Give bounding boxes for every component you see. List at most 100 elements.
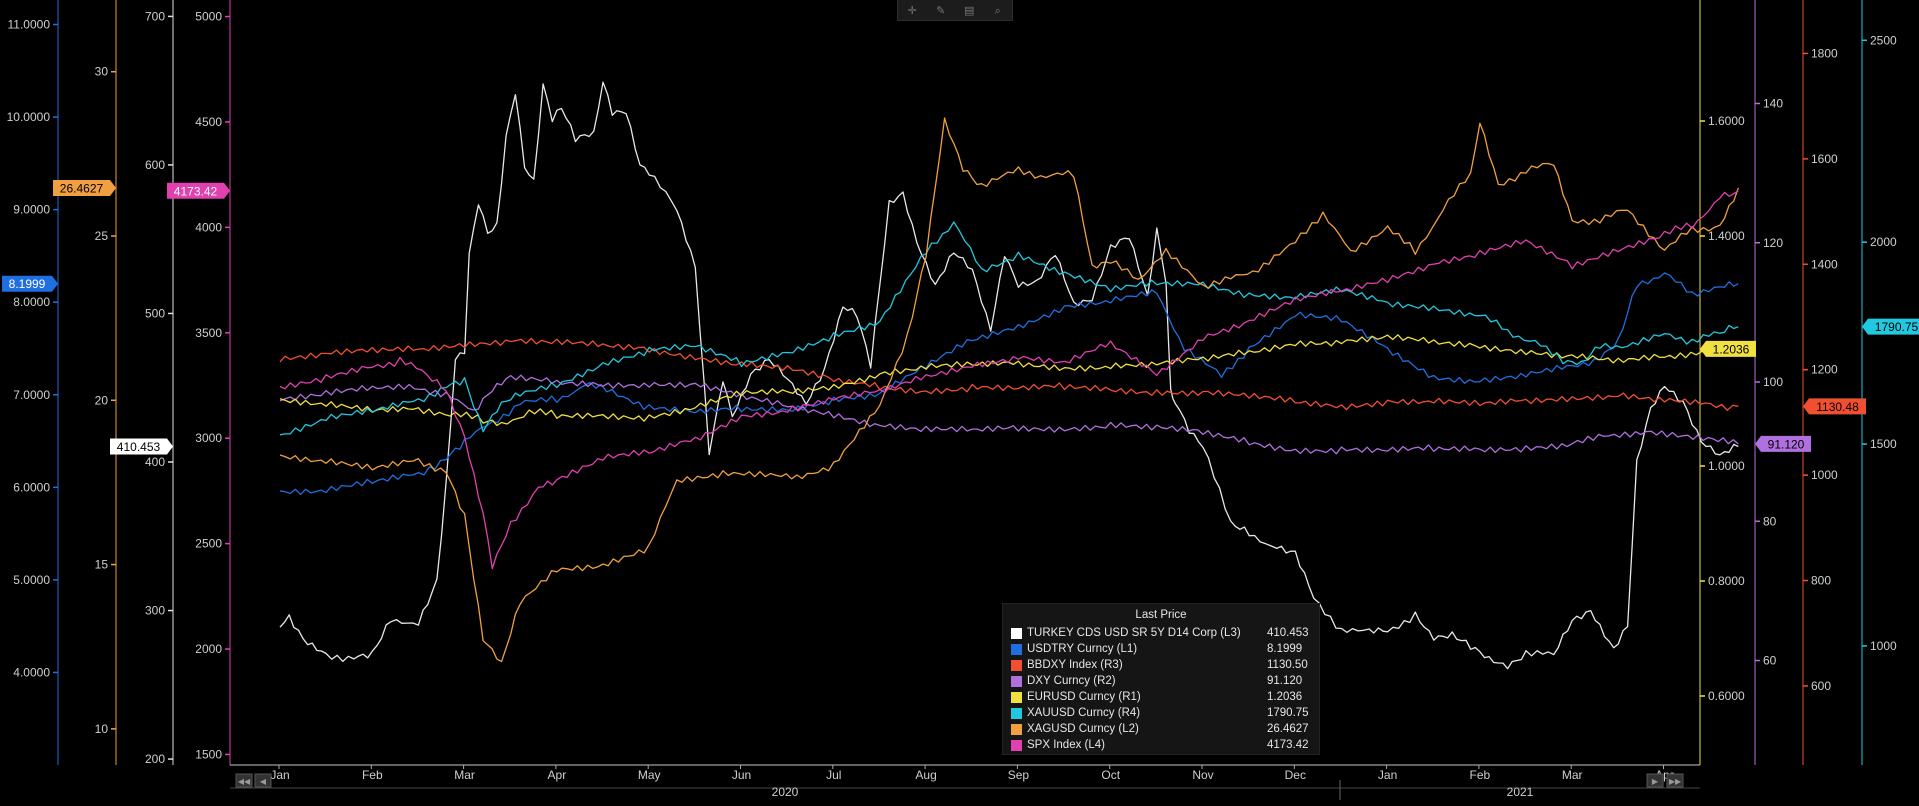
legend-entry: TURKEY CDS USD SR 5Y D14 Corp (L3) 410.45… [1003,625,1319,641]
price-tag-label: 1790.75 [1875,320,1919,334]
price-tag-L2: 26.4627 [53,179,116,196]
x-tick-label: Jan [270,768,289,782]
legend-entry: EURUSD Curncy (R1) 1.2036 [1003,689,1319,705]
scroll-back-button[interactable]: ◀ [254,773,272,788]
price-tag-bg [1803,398,1866,415]
legend-swatch [1011,676,1022,687]
tick-label: 30 [95,65,109,79]
legend-swatch [1011,660,1022,671]
legend-swatch [1011,724,1022,735]
x-tick-label: Jul [826,768,841,782]
tick-label: 4500 [195,115,222,129]
legend-entry: BBDXY Index (R3) 1130.50 [1003,657,1319,673]
tick-label: 4000 [195,220,222,234]
tick-label: 1400 [1811,257,1838,271]
tick-label: 3000 [195,431,222,445]
pencil-icon[interactable]: ✎ [936,3,946,17]
x-tick-label: Mar [454,768,475,782]
tick-label: 800 [1811,574,1831,588]
axis-R2: 60 80 100 120 140 [1754,0,1783,765]
axis-L1: 4.0000 5.0000 6.0000 7.0000 8.0000 9.0000 10.0… [7,0,59,765]
scroll-end-button-glyph: ▶▶ [1669,777,1682,786]
tick-label: 600 [1811,679,1831,693]
price-tag-L3: 410.453 [110,438,173,455]
series-line-spx-index [279,190,1739,570]
tick-label: 140 [1763,96,1783,110]
scroll-end-button-box [1666,773,1684,788]
legend-entry: USDTRY Curncy (L1) 8.1999 [1003,641,1319,657]
zoom-icon[interactable]: ⌕ [994,3,1001,17]
tick-label: 2500 [195,537,222,551]
series-line-dxy-curncy [279,374,1739,455]
legend: Last Price TURKEY CDS USD SR 5Y D14 Corp… [1002,603,1320,755]
scroll-forward-button[interactable]: ▶ [1646,773,1664,788]
legend-series-value: 1790.75 [1267,707,1309,719]
crosshair-icon[interactable]: ✛ [907,3,917,17]
legend-entry: XAGUSD Curncy (L2) 26.4627 [1003,721,1319,737]
scroll-start-button[interactable]: ◀◀ [235,773,253,788]
scroll-back-button-box [254,773,272,788]
price-tag-label: 26.4627 [60,181,104,195]
legend-swatch [1011,628,1022,639]
tick-label: 11.0000 [8,18,51,32]
legend-swatch [1011,692,1022,703]
price-tag-bg [1700,340,1756,357]
x-tick-label: Sep [1008,768,1030,782]
series-line-xauusd-curncy [279,221,1739,436]
legend-series-name: TURKEY CDS USD SR 5Y D14 Corp (L3) [1027,627,1241,639]
price-tag-L1: 8.1999 [2,275,58,292]
price-tag-bg [2,275,58,292]
legend-swatch [1011,708,1022,719]
tick-label: 1.0000 [1708,459,1745,473]
x-tick-label: Oct [1101,768,1120,782]
axis-R3: 600 800 1000 1200 1400 1600 1800 [1802,0,1838,765]
tick-label: 1.6000 [1708,114,1745,128]
tick-label: 700 [145,9,165,23]
tick-label: 100 [1763,375,1783,389]
chart-toolbar: ✛ ✎ ▤ ⌕ [897,0,1013,21]
price-tag-label: 1130.48 [1816,400,1859,414]
tick-label: 5.0000 [13,573,50,587]
legend-series-value: 8.1999 [1267,643,1303,655]
legend-series-value: 1130.50 [1267,659,1308,671]
price-tag-bg [110,438,173,455]
legend-series-name: BBDXY Index (R3) [1027,659,1123,671]
tick-label: 60 [1763,654,1777,668]
scroll-end-button[interactable]: ▶▶ [1666,773,1684,788]
x-tick-label: Jun [732,768,751,782]
price-tag-R4: 1790.75 [1862,318,1919,335]
legend-swatch [1011,740,1022,751]
tick-label: 0.8000 [1708,574,1745,588]
price-tag-L4: 4173.42 [167,182,230,199]
tick-label: 600 [145,158,165,172]
legend-series-value: 91.120 [1267,675,1303,687]
legend-series-name: DXY Curncy (R2) [1027,675,1116,687]
tick-label: 7.0000 [13,388,50,402]
tick-label: 1500 [1870,437,1897,451]
tick-label: 6.0000 [13,480,50,494]
series-line-turkey-cds-usd-sr-5y-d14-corp [279,81,1739,670]
year-label: 2021 [1507,785,1534,799]
tick-label: 4.0000 [13,665,50,679]
tick-label: 2000 [1870,235,1897,249]
legend-title: Last Price [1135,609,1187,621]
legend-series-name: SPX Index (L4) [1027,739,1105,751]
tick-label: 1200 [1811,363,1838,377]
series-line-usdtry-curncy [279,272,1739,496]
tick-label: 120 [1763,236,1783,250]
tick-label: 2500 [1870,33,1897,47]
tick-label: 9.0000 [13,203,50,217]
tick-label: 8.0000 [13,295,50,309]
series-line-xagusd-curncy [279,117,1739,663]
legend-swatch [1011,644,1022,655]
tick-label: 5000 [195,10,222,24]
price-tag-bg [53,179,116,196]
axis-L2: 10 15 20 25 30 [95,0,117,765]
table-icon[interactable]: ▤ [964,3,975,17]
tick-label: 20 [95,393,109,407]
series-lines [279,81,1739,670]
series-line-bbdxy-index [279,337,1739,411]
price-tag-bg [1755,435,1811,452]
